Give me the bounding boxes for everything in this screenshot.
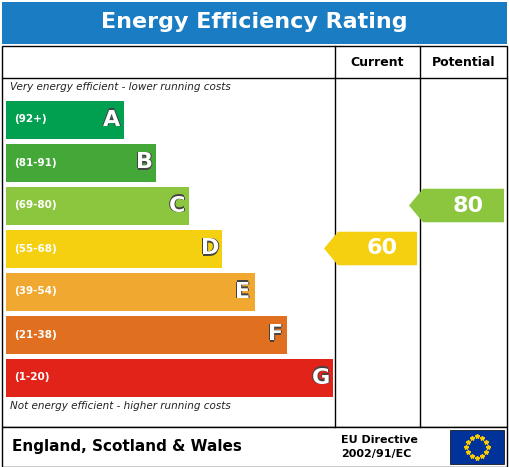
Text: 2002/91/EC: 2002/91/EC <box>341 449 411 459</box>
Bar <box>6 316 287 354</box>
Text: G: G <box>312 368 330 388</box>
Text: England, Scotland & Wales: England, Scotland & Wales <box>12 439 242 454</box>
Text: Energy Efficiency Rating: Energy Efficiency Rating <box>101 12 408 32</box>
Bar <box>6 186 189 225</box>
Text: (69-80): (69-80) <box>14 200 56 211</box>
Text: D: D <box>201 240 219 260</box>
Text: (1-20): (1-20) <box>14 373 49 382</box>
Text: A: A <box>103 109 120 129</box>
Text: A: A <box>102 109 119 129</box>
Text: D: D <box>201 238 219 257</box>
Bar <box>6 143 156 182</box>
Text: A: A <box>103 108 120 128</box>
Text: F: F <box>268 324 283 344</box>
Text: (39-54): (39-54) <box>14 286 56 297</box>
Polygon shape <box>409 189 504 222</box>
Text: E: E <box>234 282 249 302</box>
Text: E: E <box>235 283 250 303</box>
Text: 60: 60 <box>366 239 397 259</box>
Text: C: C <box>168 196 184 215</box>
Text: EU Directive: EU Directive <box>341 435 418 445</box>
Text: B: B <box>135 153 152 172</box>
Polygon shape <box>324 232 417 265</box>
Text: D: D <box>200 239 218 259</box>
Text: F: F <box>268 325 283 345</box>
Text: B: B <box>137 153 154 172</box>
Text: C: C <box>169 194 185 214</box>
Text: B: B <box>136 154 153 174</box>
Text: D: D <box>202 239 220 259</box>
Bar <box>6 229 222 268</box>
Text: (21-38): (21-38) <box>14 330 56 340</box>
Bar <box>6 273 254 311</box>
Text: F: F <box>268 325 283 346</box>
Text: G: G <box>312 368 330 389</box>
Text: C: C <box>169 197 185 217</box>
Text: E: E <box>235 281 250 300</box>
Text: E: E <box>235 282 250 302</box>
Bar <box>2 2 507 44</box>
Bar <box>6 100 124 139</box>
Text: C: C <box>170 196 186 215</box>
Bar <box>2 46 507 427</box>
Text: Very energy efficient - lower running costs: Very energy efficient - lower running co… <box>10 82 231 92</box>
Text: Current: Current <box>351 56 404 69</box>
Text: 80: 80 <box>452 196 483 215</box>
Bar <box>450 430 504 464</box>
Text: A: A <box>104 109 121 129</box>
Text: F: F <box>269 325 284 345</box>
Text: B: B <box>136 153 153 172</box>
Text: C: C <box>169 196 185 215</box>
Bar <box>6 359 333 396</box>
Bar <box>2 427 507 467</box>
Text: (55-68): (55-68) <box>14 243 56 254</box>
Text: F: F <box>267 325 282 345</box>
Text: G: G <box>313 368 331 388</box>
Text: A: A <box>103 111 120 130</box>
Text: G: G <box>312 367 330 387</box>
Text: D: D <box>201 239 219 259</box>
Text: B: B <box>136 151 153 171</box>
Text: E: E <box>236 282 251 302</box>
Text: (92+): (92+) <box>14 114 47 125</box>
Text: G: G <box>311 368 329 388</box>
Text: Not energy efficient - higher running costs: Not energy efficient - higher running co… <box>10 401 231 411</box>
Text: (81-91): (81-91) <box>14 157 56 168</box>
Text: Potential: Potential <box>432 56 495 69</box>
